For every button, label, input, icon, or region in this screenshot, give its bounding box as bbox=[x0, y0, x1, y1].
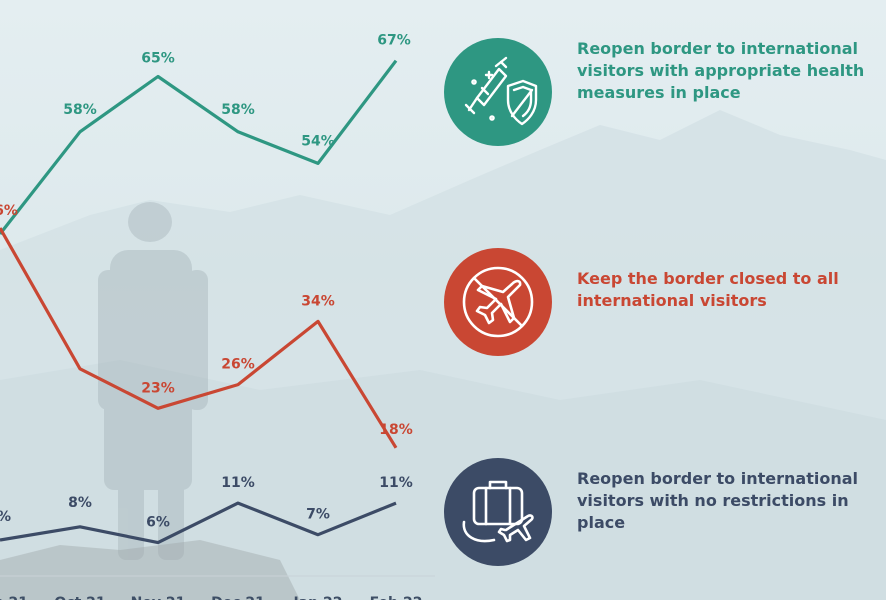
data-label-keep-closed-4: 34% bbox=[301, 293, 335, 309]
hiker-silhouette bbox=[98, 202, 208, 560]
legend-item-no-restrictions: Reopen border to international visitors … bbox=[444, 458, 874, 568]
data-label-no-restrictions-0: % bbox=[0, 509, 11, 525]
x-tick-label-5: Feb 22 bbox=[370, 595, 423, 600]
rock-outcrop bbox=[0, 540, 300, 600]
data-label-keep-closed-3: 26% bbox=[221, 357, 255, 373]
data-label-keep-closed-2: 23% bbox=[141, 380, 175, 396]
legend-item-keep-closed: Keep the border closed to all internatio… bbox=[444, 248, 874, 358]
series-line-no-restrictions bbox=[0, 501, 397, 545]
x-tick-label-1: Oct 21 bbox=[54, 595, 105, 600]
mountain-foreground bbox=[0, 360, 886, 600]
x-tick-label-2: Nov 21 bbox=[131, 595, 186, 600]
data-label-health-measures-1: 58% bbox=[63, 102, 97, 118]
legend-label-keep-closed: Keep the border closed to all internatio… bbox=[577, 269, 839, 310]
x-tick-label-4: Jan 22 bbox=[293, 595, 343, 600]
x-tick-label-3: Dec 21 bbox=[211, 595, 265, 600]
data-label-no-restrictions-3: 11% bbox=[221, 475, 255, 491]
data-label-no-restrictions-5: 11% bbox=[379, 475, 413, 491]
x-tick-layer: ep 21 Oct 21 Nov 21 Dec 21 Jan 22 Feb 22 bbox=[0, 595, 422, 600]
data-label-health-measures-5: 67% bbox=[377, 33, 411, 49]
legend-icon-circle bbox=[444, 38, 552, 146]
data-label-no-restrictions-1: 8% bbox=[68, 495, 92, 511]
data-label-layer: 58% 65% 58% 54% 67% 6% 23% 26% 34% 18%% 8% 6% 11% 7% 1… bbox=[0, 33, 413, 531]
data-label-health-measures-2: 65% bbox=[141, 51, 175, 67]
no-plane-icon bbox=[462, 266, 534, 338]
series-line-health-measures bbox=[0, 59, 398, 235]
legend-item-health-measures: Reopen border to international visitors … bbox=[444, 38, 874, 148]
data-label-health-measures-3: 58% bbox=[221, 102, 255, 118]
data-label-keep-closed-0: 6% bbox=[0, 203, 18, 219]
data-label-no-restrictions-2: 6% bbox=[146, 515, 170, 531]
data-label-health-measures-4: 54% bbox=[301, 133, 335, 149]
syringe-shield-icon bbox=[464, 56, 538, 126]
x-tick-label-0: ep 21 bbox=[0, 595, 28, 600]
data-label-no-restrictions-4: 7% bbox=[306, 507, 330, 523]
legend-icon-circle bbox=[444, 458, 552, 566]
legend-label-health-measures: Reopen border to international visitors … bbox=[577, 39, 865, 102]
data-label-keep-closed-5: 18% bbox=[379, 422, 413, 438]
legend-icon-circle bbox=[444, 248, 552, 356]
legend-label-no-restrictions: Reopen border to international visitors … bbox=[577, 469, 858, 532]
series-layer bbox=[0, 59, 398, 545]
luggage-plane-icon bbox=[462, 480, 534, 543]
series-line-keep-closed bbox=[0, 227, 398, 449]
